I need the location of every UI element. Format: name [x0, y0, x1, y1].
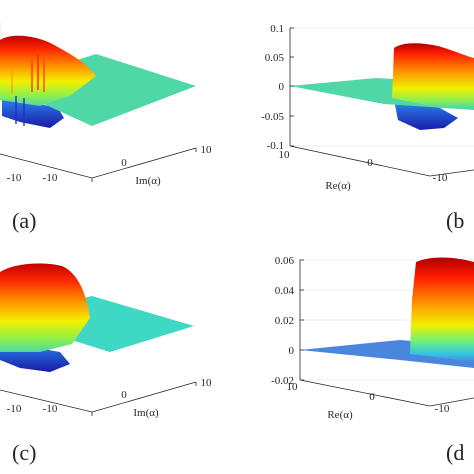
x-axis-label: Re(α) [327, 409, 353, 421]
x-tick-label: -10 [7, 403, 22, 415]
z-tick-label: 0.02 [275, 315, 294, 327]
y-axis-label: Im(α) [135, 175, 161, 187]
y-tick-label: -10 [43, 403, 58, 415]
z-tick-label: 0.04 [275, 285, 295, 297]
z-tick-label: -0.1 [267, 140, 284, 152]
x-tick-label: 10 [287, 381, 299, 393]
z-tick-label: 0 [279, 81, 285, 93]
x-tick-label: 0 [367, 157, 373, 169]
x-tick-label: -10 [7, 172, 22, 184]
panel-c: -10 -10 0 10 Im(α) (c) [0, 263, 213, 465]
y-tick-label: 10 [201, 144, 213, 156]
x-tick-label: 0 [369, 391, 375, 403]
panel-b: 0.1 0.05 0 -0.05 -0.1 10 0 -10 Re(α) (b [261, 23, 474, 233]
surface-negative [2, 96, 64, 128]
panel-a: -10 -10 0 10 Im(α) (a) [0, 22, 212, 233]
z-tick-label: -0.02 [271, 375, 294, 387]
x-tick-label: -10 [435, 403, 450, 415]
surface-peak [0, 35, 96, 106]
x-tick-label: -10 [433, 172, 448, 184]
axis-floor [0, 381, 197, 413]
surface-negative [394, 100, 458, 130]
surface-spikes [11, 54, 45, 126]
z-tick-label: 0 [289, 345, 295, 357]
axis-floor [299, 379, 474, 407]
y-tick-label: -10 [43, 172, 58, 184]
z-tick-label: 0.06 [275, 255, 295, 267]
axis-floor [0, 147, 197, 179]
axis-floor [289, 145, 474, 177]
y-tick-label: 0 [121, 389, 127, 401]
z-tick-label: 0.1 [270, 23, 284, 35]
z-tick-label: -0.05 [261, 111, 284, 123]
y-tick-label: 10 [201, 377, 213, 389]
surface-peak [410, 257, 474, 362]
panel-label: (d [446, 440, 464, 465]
surface-peak [0, 263, 90, 352]
panel-label: (c) [12, 440, 36, 465]
y-tick-label: 0 [121, 157, 127, 169]
surface-peak [392, 43, 474, 108]
panel-d: 0.06 0.04 0.02 0 -0.02 10 0 -10 Re(α) (d [271, 255, 474, 465]
y-axis-label: Im(α) [133, 407, 159, 419]
x-tick-label: 10 [279, 149, 291, 161]
panel-label: (b [446, 208, 464, 233]
z-tick-label: 0.05 [265, 52, 285, 64]
panel-label: (a) [12, 208, 36, 233]
x-axis-label: Re(α) [325, 180, 351, 192]
